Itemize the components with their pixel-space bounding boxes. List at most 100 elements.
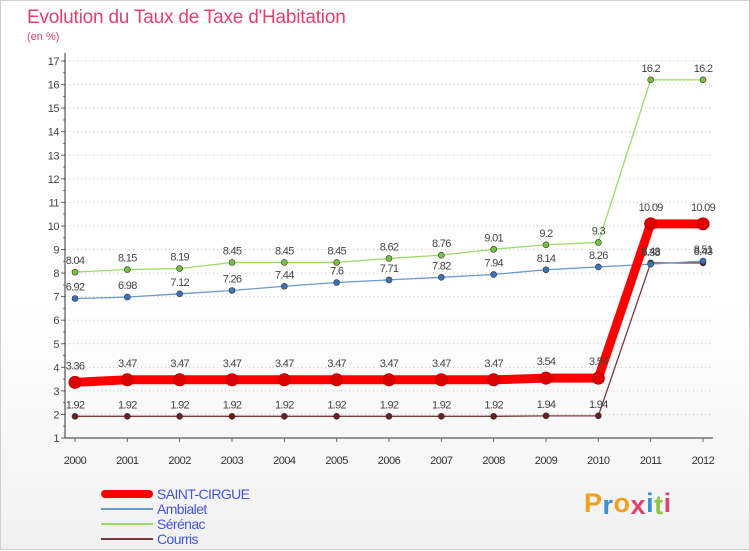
data-label: 1.92 <box>118 399 137 411</box>
x-tick-label: 2000 <box>64 455 87 467</box>
data-label: 16.2 <box>641 63 660 75</box>
data-labels: 1.92 1.92 1.92 1.92 1.92 1.92 1.92 1.92 1.92 1.94… <box>66 63 717 411</box>
data-point <box>595 263 602 271</box>
data-point <box>68 375 82 389</box>
data-point <box>120 373 134 387</box>
legend-swatch-saint-cirgue <box>101 490 153 498</box>
data-point <box>281 259 288 266</box>
data-label: 3.54 <box>537 356 556 368</box>
data-label: 8.51 <box>694 244 713 256</box>
data-label: 7.12 <box>170 277 189 289</box>
y-tick-label: 7 <box>53 292 59 304</box>
y-tick-label: 16 <box>48 80 60 92</box>
legend-item[interactable]: SAINT-CIRGUE <box>101 487 361 502</box>
data-label: 10.09 <box>691 202 716 214</box>
data-label: 8.14 <box>537 253 556 265</box>
data-label: 1.92 <box>66 399 85 411</box>
x-tick-label: 2003 <box>221 455 244 467</box>
data-point <box>647 260 654 268</box>
data-point <box>542 412 550 420</box>
x-tick-label: 2005 <box>325 455 348 467</box>
y-tick-label: 3 <box>53 386 59 398</box>
data-label: 1.92 <box>484 399 503 411</box>
legend-label: Ambialet <box>157 501 207 517</box>
data-point <box>595 239 602 246</box>
data-label: 1.94 <box>589 399 608 411</box>
data-point <box>281 282 288 290</box>
data-label: 1.92 <box>432 399 451 411</box>
data-point <box>281 413 288 420</box>
data-label: 3.47 <box>223 358 242 370</box>
data-label: 9.3 <box>592 225 606 237</box>
data-point <box>438 274 445 281</box>
data-point <box>490 413 497 420</box>
data-label: 3.47 <box>484 358 503 370</box>
y-tick-label: 11 <box>49 197 60 209</box>
data-point <box>333 279 340 286</box>
data-label: 3.36 <box>66 360 85 372</box>
data-point <box>438 413 445 420</box>
data-label: 9.01 <box>484 232 503 244</box>
y-tick-label: 5 <box>53 339 59 351</box>
y-tick-label: 17 <box>48 56 60 68</box>
unit-label: (en %) <box>27 31 60 43</box>
data-label: 7.6 <box>330 265 344 277</box>
data-label: 8.43 <box>694 246 713 258</box>
proxiti-logo: Proxiti <box>584 488 672 520</box>
legend-swatch-courris <box>101 538 153 540</box>
data-label: 8.38 <box>641 247 660 259</box>
logo-letter: o <box>613 488 631 518</box>
y-tick-label: 12 <box>48 174 60 186</box>
logo-letter: r <box>602 490 614 520</box>
data-point <box>124 293 131 301</box>
data-label: 6.92 <box>66 282 85 294</box>
logo-letter: x <box>630 490 647 520</box>
data-point <box>124 413 131 420</box>
x-tick-label: 2009 <box>535 455 558 467</box>
y-tick-label: 13 <box>48 150 60 162</box>
legend-label: Sérénac <box>157 516 206 532</box>
legend-item[interactable]: Ambialet <box>101 502 361 517</box>
data-label: 8.45 <box>327 245 346 257</box>
data-point <box>228 413 236 420</box>
data-label: 3.47 <box>380 358 399 370</box>
legend-swatch-ambialet <box>101 508 153 510</box>
data-point <box>487 373 501 387</box>
data-label: 1.94 <box>537 399 556 411</box>
legend: SAINT-CIRGUE Ambialet Sérénac Courris <box>101 487 361 547</box>
data-label: 8.04 <box>66 255 85 267</box>
data-point <box>176 413 183 420</box>
data-label: 8.43 <box>641 246 660 258</box>
data-point <box>490 245 497 253</box>
y-tick-label: 8 <box>53 268 59 280</box>
data-label: 1.92 <box>170 399 189 411</box>
y-tick-label: 6 <box>53 315 59 327</box>
data-label: 6.98 <box>118 280 137 292</box>
logo-letter: i <box>646 488 655 518</box>
data-label: 7.71 <box>380 263 399 275</box>
x-tick-label: 2001 <box>116 455 139 467</box>
data-point <box>330 373 344 387</box>
y-tick-label: 2 <box>53 409 59 421</box>
data-point <box>382 373 396 387</box>
data-label: 7.82 <box>432 260 451 272</box>
legend-item[interactable]: Sérénac <box>101 517 361 532</box>
data-point <box>71 295 79 302</box>
data-point <box>490 271 497 278</box>
data-point <box>333 259 340 266</box>
data-point <box>434 373 448 387</box>
data-point <box>591 371 605 385</box>
data-label: 8.62 <box>380 241 399 253</box>
data-point <box>225 373 239 387</box>
x-tick-label: 2004 <box>273 455 296 467</box>
legend-item[interactable]: Courris <box>101 532 361 547</box>
data-label: 3.47 <box>275 358 294 370</box>
data-point <box>644 217 658 231</box>
legend-label: SAINT-CIRGUE <box>157 486 250 502</box>
data-point <box>542 266 550 274</box>
data-label: 9.2 <box>539 228 553 240</box>
data-label: 3.47 <box>432 358 451 370</box>
